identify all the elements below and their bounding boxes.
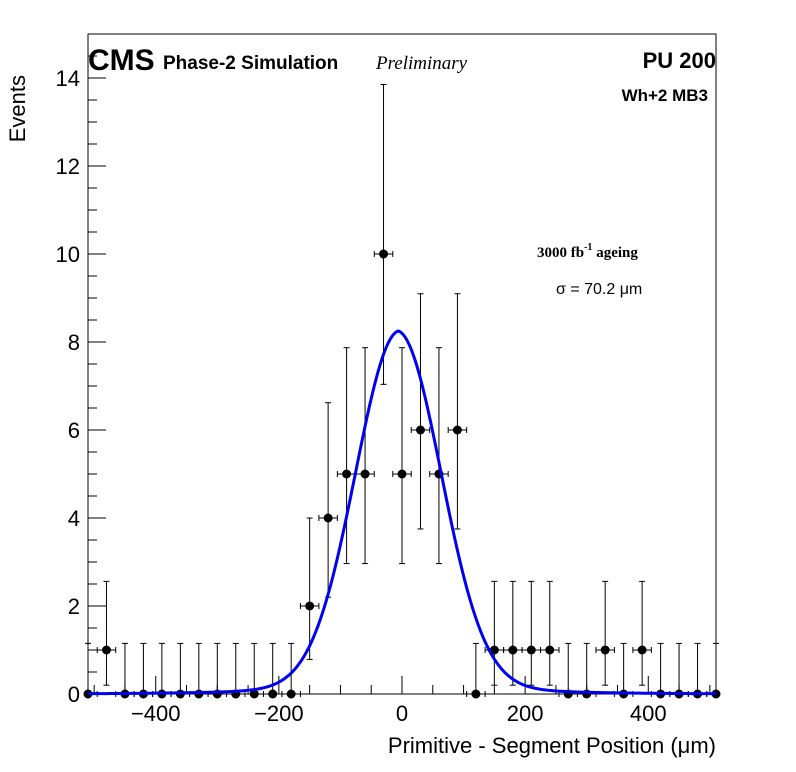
data-point [447,293,468,530]
x-axis-title: Primitive - Segment Position (μm) [388,733,716,758]
data-point [503,580,523,686]
data-point [355,347,375,565]
chart-subtitle: Phase-2 Simulation [163,53,338,74]
pileup-label: PU 200 [643,48,716,73]
data-marker [379,249,389,259]
x-tick-label: 200 [507,701,544,726]
data-marker [305,601,315,611]
data-point [189,642,209,699]
chart-status: Preliminary [375,53,468,74]
data-marker [489,645,499,655]
y-tick-label: 2 [68,594,80,619]
data-marker [342,469,352,479]
fit-sigma-label: σ = 70.2 μm [556,281,642,298]
data-point [595,580,615,686]
data-marker [526,645,536,655]
data-point [83,642,98,699]
data-point [133,642,154,699]
cms-logo: CMS [88,44,155,77]
x-tick-label: −400 [131,701,181,726]
data-point [392,347,412,565]
data-marker [600,645,610,655]
data-point [669,642,689,699]
chamber-label: Wh+2 MB3 [622,86,708,105]
y-tick-label: 8 [68,330,80,355]
y-tick-label: 0 [68,682,80,707]
data-marker [101,645,111,655]
data-point [281,642,301,699]
data-point [373,84,394,385]
data-marker [83,689,93,699]
fit-curve [87,329,716,696]
data-marker [637,645,647,655]
y-tick-label: 6 [68,418,80,443]
data-point [96,580,117,686]
data-point [650,642,671,699]
data-point [299,517,320,660]
data-marker [268,689,278,699]
ageing-label: 3000 fb-1 ageing [537,242,638,261]
y-axis-title: Events [5,75,30,142]
data-marker [286,689,296,699]
data-marker [249,689,259,699]
data-point [207,642,228,699]
data-point [687,642,708,699]
data-point [521,580,542,686]
data-point [632,580,652,686]
x-tick-label: 0 [396,701,408,726]
x-tick-label: 400 [630,701,667,726]
y-tick-label: 12 [56,154,80,179]
data-point [706,642,721,699]
y-tick-label: 10 [56,242,80,267]
y-tick-label: 14 [56,66,80,91]
data-marker [323,513,333,523]
data-point [410,293,431,530]
data-marker [415,425,425,435]
data-point [115,642,135,699]
data-point [336,347,357,565]
data-marker [508,645,518,655]
data-marker [360,469,370,479]
data-point [576,642,597,699]
data-marker [452,425,462,435]
data-marker [397,469,407,479]
x-tick-label: −200 [254,701,304,726]
data-point [466,642,486,699]
data-marker [545,645,555,655]
y-tick-label: 4 [68,506,80,531]
data-marker [471,689,481,699]
data-point [540,580,560,686]
